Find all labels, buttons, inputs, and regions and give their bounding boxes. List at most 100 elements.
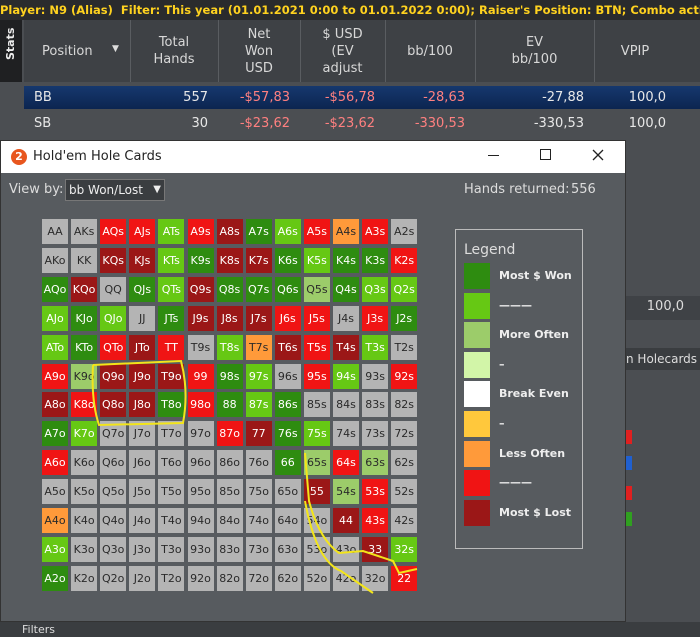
hand-cell[interactable]: 86s xyxy=(274,392,301,418)
hand-cell[interactable]: 73o xyxy=(245,536,272,562)
hand-cell[interactable]: 65o xyxy=(274,479,301,505)
hand-cell[interactable]: K7s xyxy=(245,247,272,273)
hand-cell[interactable]: 32s xyxy=(391,536,418,562)
hand-cell[interactable]: T6s xyxy=(274,334,301,360)
filters-tab[interactable]: Filters xyxy=(0,622,700,637)
hand-cell[interactable]: T7o xyxy=(158,421,185,447)
minimize-button[interactable] xyxy=(488,155,499,156)
hand-cell[interactable]: 82o xyxy=(216,565,243,591)
hand-cell[interactable]: 87o xyxy=(216,421,243,447)
hand-cell[interactable]: A6o xyxy=(42,450,68,476)
hand-cell[interactable]: T3o xyxy=(158,536,185,562)
hand-cell[interactable]: A5o xyxy=(42,479,68,505)
hand-cell[interactable]: J3s xyxy=(362,305,389,331)
hand-cell[interactable]: 74s xyxy=(333,421,359,447)
hand-cell[interactable]: Q3s xyxy=(362,276,389,302)
hand-cell[interactable]: J4s xyxy=(333,305,359,331)
hand-cell[interactable]: AQs xyxy=(100,219,127,244)
hand-cell[interactable]: AQo xyxy=(42,276,68,302)
column-header[interactable]: VPIP xyxy=(594,20,676,82)
hand-cell[interactable]: 42o xyxy=(333,565,359,591)
hand-cell[interactable]: T7s xyxy=(245,334,272,360)
hand-cell[interactable]: 62o xyxy=(274,565,301,591)
hand-cell[interactable]: J8s xyxy=(216,305,243,331)
hand-cell[interactable]: K5o xyxy=(71,479,98,505)
hand-cell[interactable]: Q9s xyxy=(187,276,214,302)
hand-cell[interactable]: AKs xyxy=(71,219,98,244)
hand-cell[interactable]: 62s xyxy=(391,450,418,476)
hand-cell[interactable]: J6o xyxy=(129,450,156,476)
hand-cell[interactable]: 72s xyxy=(391,421,418,447)
hand-cell[interactable]: A2o xyxy=(42,565,68,591)
hand-cell[interactable]: 85o xyxy=(216,479,243,505)
hand-cell[interactable]: QTs xyxy=(158,276,185,302)
hand-cell[interactable]: J7s xyxy=(245,305,272,331)
hand-cell[interactable]: 64o xyxy=(274,508,301,533)
hand-cell[interactable]: 87s xyxy=(245,392,272,418)
hand-cell[interactable]: 43o xyxy=(333,536,359,562)
hand-cell[interactable]: QQ xyxy=(100,276,127,302)
hand-cell[interactable]: Q2o xyxy=(100,565,127,591)
hand-cell[interactable]: J5o xyxy=(129,479,156,505)
holecards-tab[interactable]: n Holecards xyxy=(626,348,700,370)
hand-cell[interactable]: 95o xyxy=(187,479,214,505)
hand-cell[interactable]: 22 xyxy=(391,565,418,591)
hand-cell[interactable]: JTo xyxy=(129,334,156,360)
hand-cell[interactable]: Q5s xyxy=(303,276,330,302)
hand-cell[interactable]: 95s xyxy=(303,363,330,389)
hand-cell[interactable]: Q8o xyxy=(100,392,127,418)
hand-cell[interactable]: 72o xyxy=(245,565,272,591)
hand-cell[interactable]: J9o xyxy=(129,363,156,389)
hand-cell[interactable]: A9s xyxy=(187,219,214,244)
hand-cell[interactable]: KQo xyxy=(71,276,98,302)
hand-cell[interactable]: A2s xyxy=(391,219,418,244)
hand-cell[interactable]: A4s xyxy=(333,219,359,244)
hand-cell[interactable]: A5s xyxy=(303,219,330,244)
hand-cell[interactable]: 82s xyxy=(391,392,418,418)
hand-cell[interactable]: 97s xyxy=(245,363,272,389)
hand-cell[interactable]: Q9o xyxy=(100,363,127,389)
hand-cell[interactable]: 98s xyxy=(216,363,243,389)
hand-cell[interactable]: K7o xyxy=(71,421,98,447)
hand-cell[interactable]: J7o xyxy=(129,421,156,447)
hand-cell[interactable]: 73s xyxy=(362,421,389,447)
hand-cell[interactable]: A8s xyxy=(216,219,243,244)
hand-cell[interactable]: Q7o xyxy=(100,421,127,447)
hand-cell[interactable]: A8o xyxy=(42,392,68,418)
hand-cell[interactable]: T4s xyxy=(333,334,359,360)
hand-cell[interactable]: K8s xyxy=(216,247,243,273)
table-row[interactable]: SB 30 -$23,62 -$23,62 -330,53 -330,53 100,0 xyxy=(24,112,700,135)
hand-cell[interactable]: J5s xyxy=(303,305,330,331)
hand-cell[interactable]: T9o xyxy=(158,363,185,389)
hand-cell[interactable]: T8s xyxy=(216,334,243,360)
hand-cell[interactable]: 84o xyxy=(216,508,243,533)
hand-cell[interactable]: K8o xyxy=(71,392,98,418)
hand-cell[interactable]: 76o xyxy=(245,450,272,476)
hand-cell[interactable]: J2o xyxy=(129,565,156,591)
hand-cell[interactable]: 88 xyxy=(216,392,243,418)
hand-cell[interactable]: AJo xyxy=(42,305,68,331)
hand-cell[interactable]: J8o xyxy=(129,392,156,418)
hand-cell[interactable]: 66 xyxy=(274,450,301,476)
hand-cell[interactable]: AKo xyxy=(42,247,68,273)
hand-cell[interactable]: A7o xyxy=(42,421,68,447)
hand-cell[interactable]: A7s xyxy=(245,219,272,244)
hand-cell[interactable]: 65s xyxy=(303,450,330,476)
hand-cell[interactable]: 75o xyxy=(245,479,272,505)
hand-cell[interactable]: QJs xyxy=(129,276,156,302)
hand-cell[interactable]: QTo xyxy=(100,334,127,360)
hand-cell[interactable]: Q8s xyxy=(216,276,243,302)
hand-cell[interactable]: 98o xyxy=(187,392,214,418)
hand-cell[interactable]: 64s xyxy=(333,450,359,476)
hand-cell[interactable]: K4s xyxy=(333,247,359,273)
hand-cell[interactable]: KK xyxy=(71,247,98,273)
hand-cell[interactable]: 83s xyxy=(362,392,389,418)
hand-cell[interactable]: 44 xyxy=(333,508,359,533)
hand-cell[interactable]: J3o xyxy=(129,536,156,562)
hand-cell[interactable]: T9s xyxy=(187,334,214,360)
stats-tab[interactable]: Stats xyxy=(0,20,22,82)
hand-cell[interactable]: Q6o xyxy=(100,450,127,476)
hand-cell[interactable]: 52o xyxy=(303,565,330,591)
hand-cell[interactable]: AJs xyxy=(129,219,156,244)
hand-cell[interactable]: JTs xyxy=(158,305,185,331)
